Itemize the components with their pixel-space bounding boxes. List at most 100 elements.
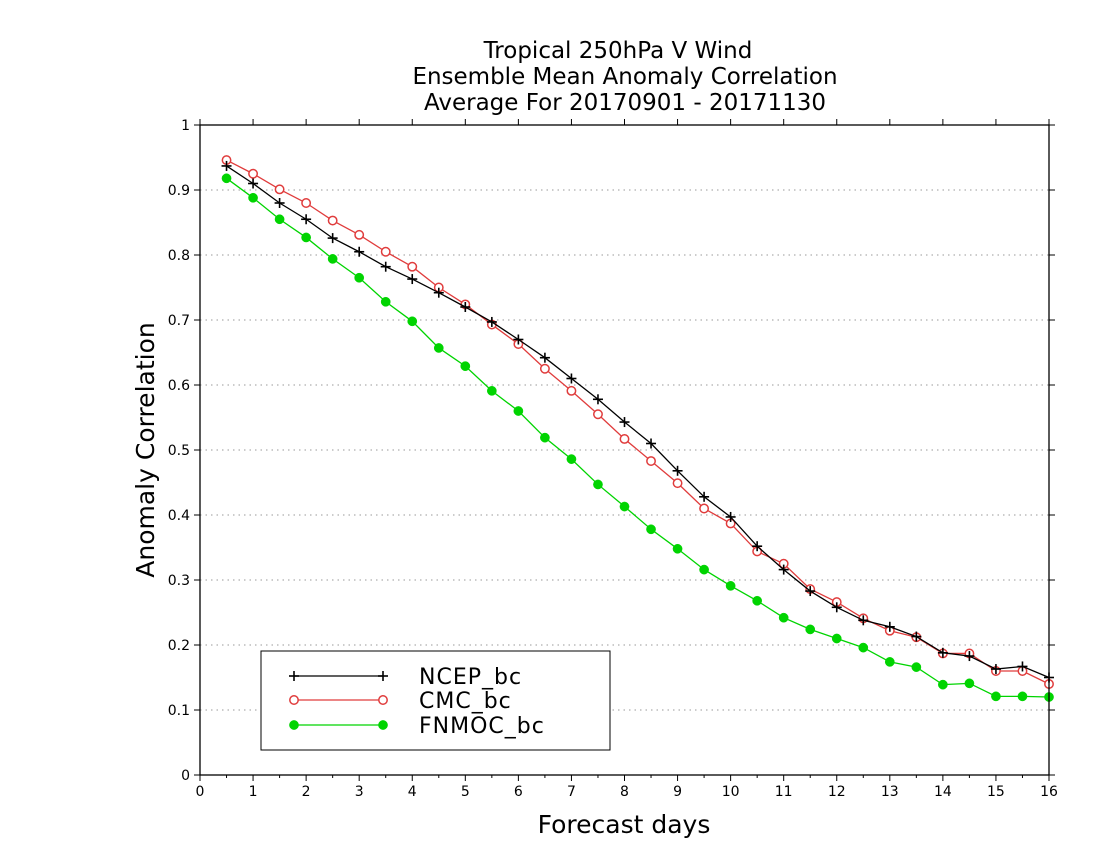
- y-tick-label: 0: [181, 768, 190, 784]
- data-point: [380, 261, 391, 272]
- data-point: [672, 465, 683, 476]
- data-point: [513, 406, 524, 416]
- data-point: [699, 564, 709, 575]
- data-point: [619, 501, 630, 512]
- x-tick-label: 7: [567, 784, 576, 800]
- y-tick-label: 0.1: [168, 703, 190, 719]
- legend-entry-fnmoc-bc: FNMOC_bc: [289, 714, 544, 739]
- series-ncep-bc: [221, 160, 1054, 683]
- data-point: [646, 438, 657, 449]
- x-tick-label: 11: [775, 784, 793, 800]
- data-point: [778, 564, 789, 575]
- data-point: [990, 664, 1001, 675]
- data-point: [991, 691, 1001, 702]
- data-point: [433, 343, 444, 353]
- data-point: [964, 678, 975, 689]
- data-point: [327, 233, 338, 244]
- x-tick-label: 15: [987, 784, 1005, 800]
- data-point: [433, 287, 444, 298]
- x-tick-label: 6: [514, 784, 523, 800]
- data-point: [327, 254, 338, 264]
- data-point: [354, 272, 365, 283]
- data-point: [858, 615, 869, 626]
- data-point: [460, 302, 471, 312]
- x-tick-label: 2: [302, 784, 311, 800]
- data-point: [539, 363, 550, 374]
- series-line: [226, 165, 1050, 679]
- legend-marker: [378, 720, 388, 730]
- data-point: [725, 511, 736, 522]
- gridlines: [200, 189, 1049, 711]
- x-tick-label: 16: [1040, 784, 1058, 800]
- data-point: [752, 541, 763, 552]
- data-point: [884, 621, 895, 632]
- y-tick-label: 0.3: [168, 573, 190, 589]
- data-point: [646, 456, 656, 466]
- y-tick-label: 0.5: [168, 443, 190, 459]
- title-line-3: Average For 20170901 - 20171130: [424, 90, 826, 116]
- data-point: [407, 316, 418, 327]
- data-point: [486, 316, 497, 327]
- series-line: [226, 177, 1050, 698]
- data-point: [407, 261, 418, 272]
- data-point: [248, 192, 258, 203]
- data-point: [805, 624, 816, 635]
- y-tick-label: 0.6: [168, 378, 190, 394]
- data-point: [380, 246, 391, 257]
- data-point: [646, 524, 656, 535]
- data-point: [460, 361, 471, 371]
- legend-marker: [378, 695, 388, 705]
- data-point: [593, 479, 603, 490]
- data-point: [248, 168, 259, 179]
- y-tick-label: 0.7: [168, 313, 190, 329]
- data-point: [1017, 661, 1028, 672]
- data-point: [672, 478, 683, 489]
- data-point: [964, 651, 975, 662]
- data-point: [619, 434, 630, 444]
- data-point: [274, 184, 285, 195]
- data-point: [380, 296, 391, 307]
- data-point: [619, 417, 630, 428]
- chart-title: Tropical 250hPa V Wind Ensemble Mean Ano…: [412, 38, 837, 116]
- series-fnmoc-bc: [221, 173, 1054, 702]
- y-tick-label: 0.2: [168, 638, 190, 654]
- series-line: [226, 159, 1050, 685]
- data-point: [221, 160, 232, 171]
- data-point: [937, 647, 948, 658]
- data-point: [672, 543, 683, 554]
- x-tick-label: 14: [934, 784, 952, 800]
- legend-marker: [289, 671, 299, 681]
- data-point: [566, 373, 577, 384]
- data-point: [805, 586, 816, 597]
- x-tick-label: 4: [408, 784, 417, 800]
- x-tick-label: 9: [673, 784, 682, 800]
- title-line-2: Ensemble Mean Anomaly Correlation: [412, 64, 837, 90]
- data-point: [778, 612, 789, 623]
- data-point: [884, 657, 895, 667]
- data-point: [486, 386, 497, 396]
- y-tick-label: 0.8: [168, 248, 190, 264]
- y-tick-label: 1: [181, 118, 190, 134]
- data-point: [831, 602, 842, 613]
- legend-label: CMC_bc: [419, 689, 512, 714]
- axes-ticks: 00.10.20.30.40.50.60.70.80.910 1 2 3 4 5 6 7 8 9 1…: [168, 118, 1058, 800]
- data-point: [407, 274, 418, 285]
- legend-label: NCEP_bc: [419, 665, 522, 690]
- data-point: [301, 214, 312, 225]
- x-tick-label: 8: [620, 784, 629, 800]
- x-tick-label: 3: [355, 784, 364, 800]
- data-point: [566, 454, 577, 464]
- series-cmc-bc: [221, 155, 1054, 689]
- data-point: [911, 631, 922, 642]
- data-point: [540, 432, 550, 443]
- x-tick-label: 5: [461, 784, 470, 800]
- x-tick-label: 0: [196, 784, 205, 800]
- y-axis-label: Anomaly Correlation: [131, 322, 160, 577]
- data-point: [248, 178, 259, 189]
- data-point: [593, 409, 603, 420]
- data-point: [301, 232, 311, 243]
- data-point: [592, 394, 603, 405]
- data-point: [699, 503, 710, 514]
